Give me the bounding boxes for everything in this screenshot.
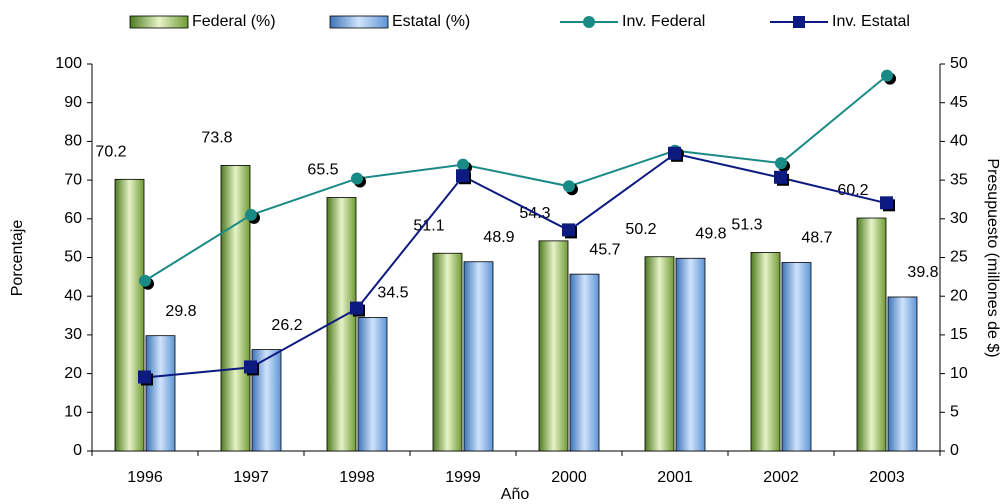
y2-tick-label: 15: [950, 326, 968, 343]
data-label: 51.3: [731, 217, 762, 234]
marker: [775, 157, 787, 170]
bar: [781, 262, 812, 452]
y2-tick-label: 10: [950, 365, 968, 382]
line-series: [144, 74, 888, 282]
x-tick-label: 2003: [869, 469, 905, 486]
marker: [562, 223, 575, 237]
x-axis-title: Año: [501, 486, 530, 503]
legend-marker: [793, 16, 805, 28]
bar: [432, 252, 463, 452]
y-tick-label: 10: [64, 404, 82, 421]
legend-label: Inv. Estatal: [832, 13, 910, 30]
marker: [457, 158, 469, 171]
y2-tick-label: 5: [950, 404, 959, 421]
y-tick-label: 60: [64, 210, 82, 227]
y2-tick-label: 45: [950, 94, 968, 111]
bar: [357, 317, 388, 452]
y-tick-label: 80: [64, 133, 82, 150]
x-tick-label: 1997: [233, 469, 269, 486]
y2-tick-label: 25: [950, 249, 968, 266]
bar: [220, 164, 251, 452]
data-label: 65.5: [307, 162, 338, 179]
legend-swatch: [129, 15, 189, 29]
bar: [887, 296, 918, 452]
y-tick-label: 40: [64, 287, 82, 304]
legend-label: Inv. Federal: [622, 13, 705, 30]
bar: [145, 335, 176, 452]
y-axis-title: Porcentaje: [9, 220, 26, 297]
bar: [856, 217, 887, 452]
y-tick-label: 50: [64, 249, 82, 266]
bar: [569, 273, 600, 452]
y-tick-label: 100: [55, 55, 82, 72]
x-tick-label: 1998: [339, 469, 375, 486]
y-tick-label: 20: [64, 365, 82, 382]
bar: [750, 252, 781, 452]
data-label: 60.2: [837, 182, 868, 199]
line-series: [144, 152, 888, 379]
marker: [244, 360, 257, 374]
y2-tick-label: 35: [950, 171, 968, 188]
bar: [538, 240, 569, 452]
marker: [563, 180, 575, 193]
data-label: 70.2: [95, 144, 126, 161]
y2-tick-label: 20: [950, 287, 968, 304]
data-label: 29.8: [165, 303, 196, 320]
legend-label: Estatal (%): [392, 13, 470, 30]
x-tick-label: 2002: [763, 469, 799, 486]
bar: [644, 256, 675, 452]
data-label: 48.9: [483, 229, 514, 246]
y2-tick-label: 40: [950, 133, 968, 150]
y-tick-label: 30: [64, 326, 82, 343]
bar: [326, 197, 357, 452]
y-tick-label: 70: [64, 171, 82, 188]
x-tick-label: 2000: [551, 469, 587, 486]
legend-swatch: [329, 15, 389, 29]
bar: [114, 178, 145, 452]
marker: [774, 170, 787, 184]
data-label: 48.7: [801, 230, 832, 247]
marker: [456, 169, 469, 183]
marker: [880, 196, 893, 210]
data-label: 73.8: [201, 130, 232, 147]
data-label: 26.2: [271, 317, 302, 334]
y2-axis-title: Presupuesto (millones de $): [984, 158, 1001, 357]
marker: [668, 146, 681, 160]
x-tick-label: 1996: [127, 469, 163, 486]
marker: [881, 69, 893, 82]
bar: [675, 257, 706, 452]
data-label: 45.7: [589, 241, 620, 258]
marker: [351, 172, 363, 185]
data-label: 34.5: [377, 285, 408, 302]
x-tick-label: 1999: [445, 469, 481, 486]
y2-tick-label: 50: [950, 55, 968, 72]
bar: [463, 261, 494, 452]
y-tick-label: 90: [64, 94, 82, 111]
marker: [138, 370, 151, 384]
y2-tick-label: 30: [950, 210, 968, 227]
data-label: 51.1: [413, 217, 444, 234]
x-tick-label: 2001: [657, 469, 693, 486]
legend-marker: [583, 16, 595, 28]
data-label: 49.8: [695, 225, 726, 242]
data-label: 39.8: [907, 264, 938, 281]
y2-tick-label: 0: [950, 442, 959, 459]
marker: [139, 274, 151, 287]
marker: [245, 208, 257, 221]
legend-label: Federal (%): [192, 13, 276, 30]
y-tick-label: 0: [73, 442, 82, 459]
marker: [350, 301, 363, 315]
data-label: 50.2: [625, 221, 656, 238]
